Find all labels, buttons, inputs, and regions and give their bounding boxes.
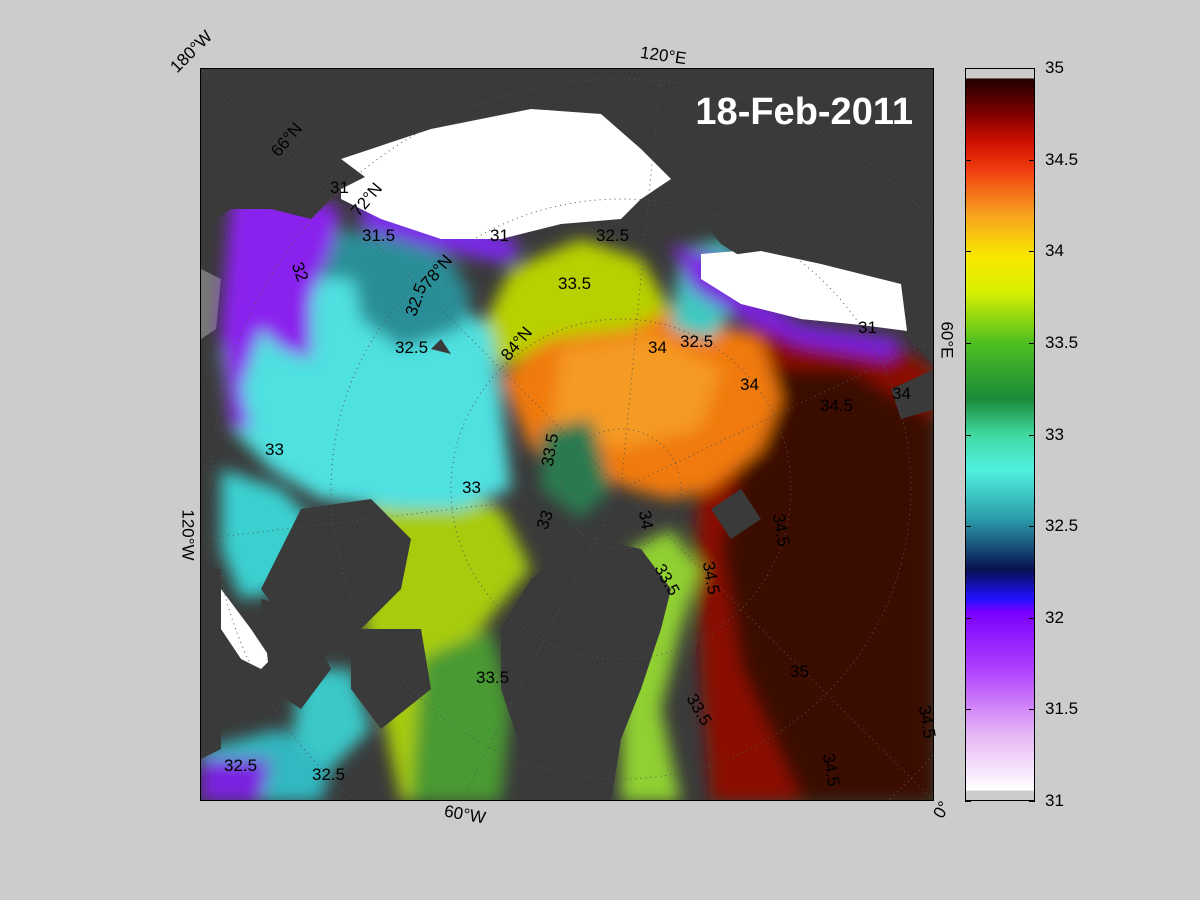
- lon-label-120w: 120°W: [178, 509, 198, 561]
- graticule: [201, 69, 933, 800]
- colorbar-tick-mark: [965, 526, 971, 528]
- lon-label-60e: 60°E: [937, 321, 957, 359]
- contour-label: 34: [892, 384, 911, 403]
- salinity-map: 18-Feb-2011: [200, 68, 934, 801]
- salinity-field: [201, 189, 933, 800]
- contour-label: 31.5: [362, 226, 396, 245]
- colorbar-tick-mark: [1029, 68, 1035, 69]
- contour-label: 32.5: [596, 226, 630, 245]
- contour-label: 32.5: [680, 332, 714, 351]
- contour-label: 32.5: [224, 756, 258, 775]
- lon-label-60w: 60°W: [442, 801, 488, 828]
- contour-label: 34: [634, 508, 657, 531]
- colorbar-tick-mark: [1029, 434, 1035, 436]
- contour-label: 31: [490, 226, 509, 245]
- landmasses: [201, 69, 933, 800]
- contour-label: 34: [740, 375, 759, 394]
- date-title: 18-Feb-2011: [695, 91, 913, 133]
- colorbar-tick-mark: [1029, 526, 1035, 528]
- lon-label-0: 0°: [929, 797, 954, 822]
- colorbar-tick-label: 33: [1045, 424, 1064, 444]
- colorbar: [965, 68, 1035, 801]
- contour-label: 32.5: [312, 765, 346, 784]
- colorbar-tick-mark: [1029, 801, 1035, 802]
- colorbar-tick-label: 31.5: [1045, 699, 1079, 719]
- contour-label: 33: [462, 478, 481, 497]
- ice-shelf: [341, 109, 671, 199]
- contour-label: 35: [790, 662, 809, 681]
- contour-label: 34.5: [820, 396, 854, 415]
- contour-label: 34: [648, 338, 667, 357]
- colorbar-tick-mark: [965, 617, 971, 619]
- contour-label: 33.5: [476, 668, 510, 687]
- colorbar-tick-label: 32: [1045, 607, 1064, 627]
- colorbar-tick-label: 34.5: [1045, 149, 1079, 169]
- colorbar-tick-mark: [1029, 342, 1035, 344]
- contour-label: 31: [330, 178, 349, 197]
- colorbar-tick-mark: [965, 434, 971, 436]
- contour-label: 34.5: [914, 703, 940, 740]
- colorbar-tick-label: 31: [1045, 791, 1064, 810]
- colorbar-tick-label: 32.5: [1045, 516, 1079, 536]
- colorbar-tick-label: 33.5: [1045, 332, 1079, 352]
- colorbar-tick-mark: [1029, 251, 1035, 253]
- lon-label-120e: 120°E: [638, 42, 688, 69]
- colorbar-tick-label: 34: [1045, 241, 1064, 261]
- colorbar-tick-mark: [1029, 617, 1035, 619]
- colorbar-tick-mark: [965, 709, 971, 711]
- greenland: [501, 539, 671, 800]
- contour-label: 32.5: [395, 338, 429, 357]
- colorbar-tick-mark: [965, 342, 971, 344]
- land-grey-patch-2: [201, 269, 221, 339]
- colorbar-tick-mark: [965, 159, 971, 161]
- colorbar-tick-mark: [1029, 159, 1035, 161]
- colorbar-tick-mark: [1029, 709, 1035, 711]
- colorbar-tick-mark: [965, 251, 971, 253]
- colorbar-tick-mark: [965, 68, 971, 69]
- ice-shelf-2: [701, 251, 907, 331]
- colorbar-tick-mark: [965, 801, 971, 802]
- colorbar-gradient: [966, 78, 1034, 791]
- contour-label: 33.5: [558, 274, 592, 293]
- contour-label: 31: [858, 318, 877, 337]
- colorbar-tick-label: 35: [1045, 58, 1064, 77]
- contour-label: 33: [265, 440, 284, 459]
- map-canvas: [201, 69, 933, 800]
